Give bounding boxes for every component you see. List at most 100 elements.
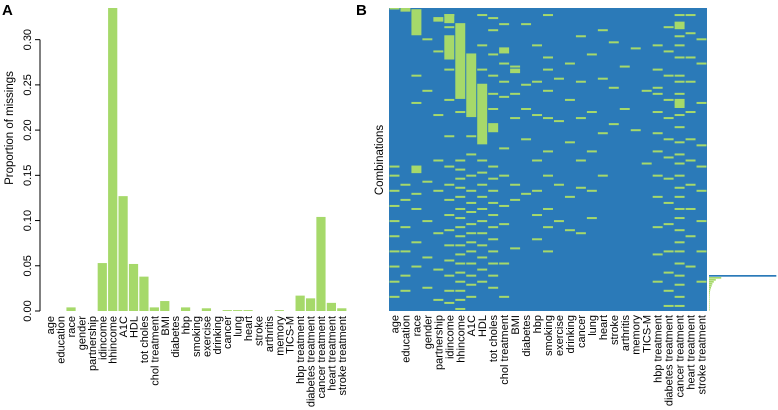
missing-cell-age — [389, 204, 400, 207]
missing-cell-hhincome — [455, 253, 466, 256]
panel-a-bars — [66, 8, 347, 311]
bar-race — [66, 307, 76, 311]
missing-block-A1C — [466, 53, 477, 118]
missing-cell-arthritis — [619, 65, 630, 68]
combination-frequency-bar — [709, 277, 722, 279]
missing-cell-idincome — [444, 198, 455, 201]
missing-cell-stroke-treatment — [696, 250, 707, 253]
missing-cell-hbp-treatment — [652, 195, 663, 198]
missing-cell-idincome — [444, 183, 455, 186]
missing-block-BMI — [510, 68, 521, 74]
missing-cell-hbp — [532, 80, 543, 83]
combination-frequency-bar — [709, 285, 712, 287]
missing-cell-stroke-treatment — [696, 101, 707, 104]
missing-cell-education — [400, 274, 411, 277]
y-tick-label: 0.30 — [22, 29, 34, 50]
x-tick-label: exercise — [201, 316, 213, 357]
missing-cell-education — [400, 289, 411, 292]
x-tick-label: arthritis — [620, 315, 632, 352]
x-tick-label: race — [411, 315, 423, 336]
bar-HDL — [128, 263, 139, 311]
missing-cell-A1C — [466, 262, 477, 265]
missing-cell-stroke-treatment — [696, 144, 707, 147]
missing-cell-heart — [597, 132, 608, 135]
missing-cell-exercise — [553, 77, 564, 80]
missing-cell-cancer — [575, 80, 586, 83]
missing-cell-BMI — [510, 92, 521, 95]
panel-b-missing-combinations-heatmap: B Combinations ageeducationracegenderpar… — [356, 2, 777, 407]
combination-frequency-bar — [709, 307, 710, 309]
combination-frequency-bar — [709, 289, 711, 291]
x-tick-label: A1C — [466, 315, 478, 336]
missing-cell-cancer-treatment — [674, 207, 685, 210]
missing-cell-heart-treatment — [685, 111, 696, 114]
missing-cell-hhincome — [455, 235, 466, 238]
missing-cell-lung — [586, 150, 597, 153]
missing-cell-smoking — [543, 117, 553, 120]
missing-cell-BMI — [510, 117, 521, 120]
y-tick-label: 0.00 — [22, 300, 34, 321]
missing-cell-TICS-M — [641, 89, 652, 92]
missing-cell-chol-treatment — [499, 95, 510, 98]
missing-cell-drinking — [564, 141, 575, 144]
missing-cell-HDL — [477, 14, 488, 17]
missing-cell-hhincome — [455, 195, 466, 198]
missing-cell-chol-treatment — [499, 204, 510, 207]
bar-diabetes-treatment — [305, 298, 316, 311]
missing-cell-hhincome — [455, 186, 466, 189]
missing-cell-arthritis — [619, 107, 630, 110]
missing-cell-age — [389, 280, 400, 283]
missing-block-idincome — [444, 35, 455, 60]
missing-cell-smoking — [543, 150, 553, 153]
missing-cell-idincome — [444, 214, 455, 217]
missing-cell-stroke — [608, 41, 619, 44]
missing-cell-hhincome — [455, 111, 466, 114]
missing-cell-chol-treatment — [499, 80, 510, 83]
missing-cell-race — [411, 241, 422, 244]
missing-cell-tot-choles — [488, 177, 499, 180]
x-tick-label: BMI — [510, 315, 522, 335]
missing-cell-stroke — [608, 123, 619, 126]
missing-block-HDL — [477, 83, 488, 145]
bar-chol-treatment — [149, 307, 159, 311]
missing-cell-BMI — [510, 183, 521, 186]
missing-cell-hhincome — [455, 207, 466, 210]
missing-cell-idincome — [444, 68, 455, 71]
y-tick-label: 0.25 — [22, 74, 34, 95]
x-tick-label: hbp — [181, 316, 193, 334]
missing-cell-heart-treatment — [685, 183, 696, 186]
missing-cell-cancer-treatment — [674, 92, 685, 95]
missing-cell-chol-treatment — [499, 174, 510, 177]
missing-cell-idincome — [444, 289, 455, 292]
missing-cell-partnership — [433, 189, 444, 192]
missing-cell-hhincome — [455, 298, 466, 301]
missing-cell-idincome — [444, 244, 455, 247]
x-tick-label: heart — [598, 315, 610, 340]
missing-cell-gender — [422, 89, 433, 92]
combination-frequency-bar — [709, 303, 710, 305]
x-tick-label: age — [389, 315, 401, 333]
missing-cell-HDL — [477, 44, 488, 47]
missing-cell-A1C — [466, 153, 477, 156]
panel-b-y-axis-label: Combinations — [374, 125, 386, 196]
missing-cell-heart — [597, 29, 608, 32]
panel-b-x-tick-labels: ageeducationracegenderpartnershipidincom… — [389, 315, 708, 407]
missing-cell-partnership — [433, 50, 444, 53]
missing-cell-memory — [630, 47, 641, 50]
missing-cell-cancer-treatment — [674, 153, 685, 156]
missing-cell-hhincome — [455, 217, 466, 220]
missing-cell-tot-choles — [488, 201, 499, 204]
x-tick-label: hhincome — [455, 315, 467, 363]
panel-a-x-tick-labels: ageeducationracegenderpartnershipidincom… — [45, 316, 349, 408]
missing-cell-heart-treatment — [685, 159, 696, 162]
missing-cell-idincome — [444, 26, 455, 29]
combination-frequency-bar — [709, 295, 710, 297]
missing-cell-cancer-treatment — [674, 141, 685, 144]
x-tick-label: chol treatment — [149, 316, 161, 386]
missing-cell-smoking — [543, 207, 553, 210]
missing-cell-chol-treatment — [499, 23, 510, 26]
missing-cell-cancer-treatment — [674, 186, 685, 189]
missing-cell-idincome — [444, 301, 455, 304]
missing-cell-race — [411, 265, 422, 268]
combination-frequency-bar — [709, 297, 710, 299]
